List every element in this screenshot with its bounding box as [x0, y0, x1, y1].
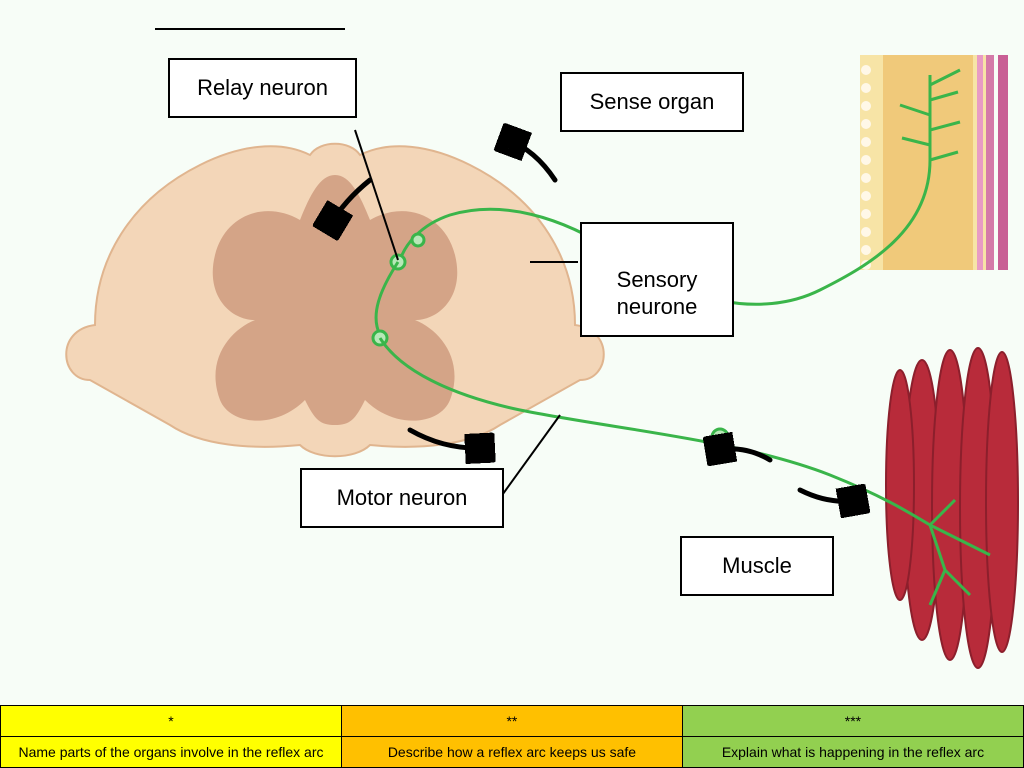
label-sensory-neurone: Sensory neurone [580, 222, 734, 337]
table-row-stars: * ** *** [1, 706, 1024, 737]
muscle-tissue [886, 348, 1018, 668]
label-sense-organ: Sense organ [560, 72, 744, 132]
reflex-arc-diagram: Relay neuron Sense organ Sensory neurone… [0, 0, 1024, 700]
table-row-text: Name parts of the organs involve in the … [1, 737, 1024, 768]
objective-table: * ** *** Name parts of the organs involv… [0, 705, 1024, 768]
diagram-svg [0, 0, 1024, 700]
cell-text-1: Name parts of the organs involve in the … [1, 737, 342, 768]
label-text: Motor neuron [337, 485, 468, 510]
sense-organ-tissue [860, 55, 1008, 270]
label-text: Relay neuron [197, 75, 328, 100]
label-text: Muscle [722, 553, 792, 578]
cell-text-3: Explain what is happening in the reflex … [682, 737, 1023, 768]
cell-stars-1: * [1, 706, 342, 737]
label-text: Sensory neurone [617, 267, 698, 320]
cell-stars-3: *** [682, 706, 1023, 737]
label-text: Sense organ [590, 89, 715, 114]
label-muscle: Muscle [680, 536, 834, 596]
label-motor-neuron: Motor neuron [300, 468, 504, 528]
cell-text-2: Describe how a reflex arc keeps us safe [341, 737, 682, 768]
label-relay-neuron: Relay neuron [168, 58, 357, 118]
cell-stars-2: ** [341, 706, 682, 737]
